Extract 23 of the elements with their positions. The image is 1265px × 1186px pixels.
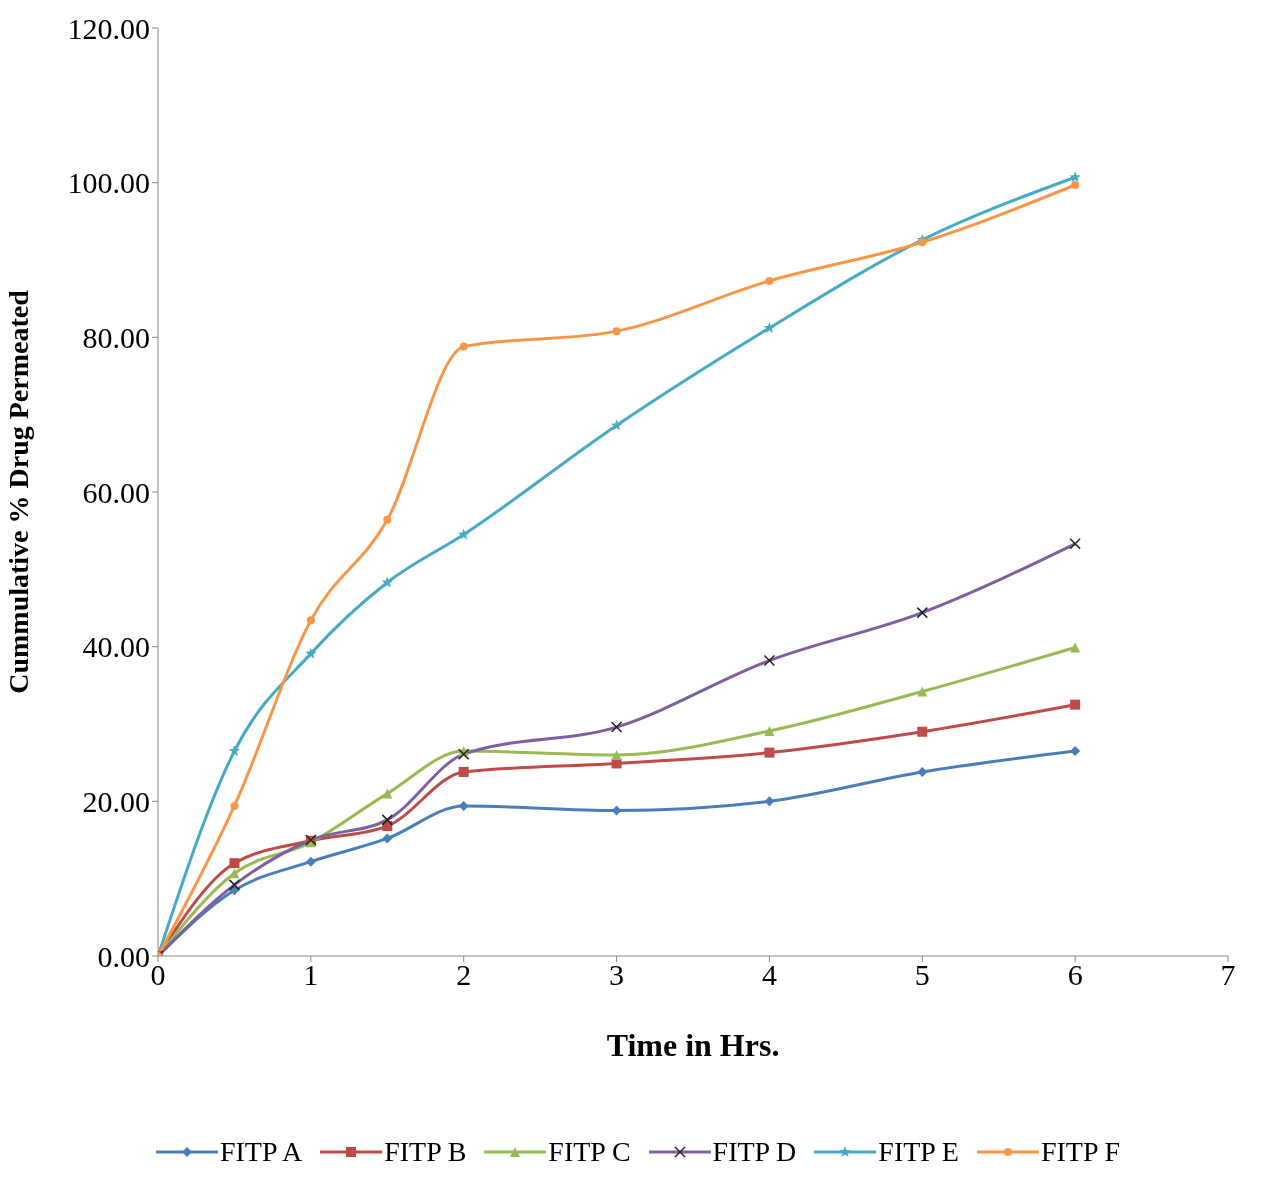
- x-tick-label: 2: [456, 958, 472, 992]
- y-tick-label: 0.00: [97, 939, 150, 973]
- x-tick-label: 0: [150, 958, 166, 992]
- x-tick-label: 5: [914, 958, 930, 992]
- y-tick-label: 80.00: [82, 320, 150, 354]
- legend-label: FITP C: [548, 1136, 631, 1168]
- legend-label: FITP B: [384, 1136, 467, 1168]
- y-tick-label: 60.00: [82, 475, 150, 509]
- legend-label: FITP A: [219, 1136, 303, 1168]
- y-tick-label: 20.00: [82, 784, 150, 818]
- x-axis-title: Time in Hrs.: [606, 1027, 780, 1063]
- x-tick-label: 7: [1220, 958, 1236, 992]
- y-tick-label: 100.00: [67, 166, 150, 200]
- x-tick-label: 3: [609, 958, 625, 992]
- y-tick-label: 40.00: [82, 630, 150, 664]
- x-tick-label: 6: [1067, 958, 1083, 992]
- legend-label: FITP D: [712, 1136, 797, 1168]
- legend-label: FITP F: [1040, 1136, 1121, 1168]
- x-tick-label: 1: [303, 958, 319, 992]
- x-tick-label: 4: [761, 958, 777, 992]
- y-axis-title: Cummulative % Drug Permeated: [2, 289, 34, 694]
- y-tick-label: 120.00: [67, 11, 150, 45]
- legend-label: FITP E: [878, 1136, 959, 1168]
